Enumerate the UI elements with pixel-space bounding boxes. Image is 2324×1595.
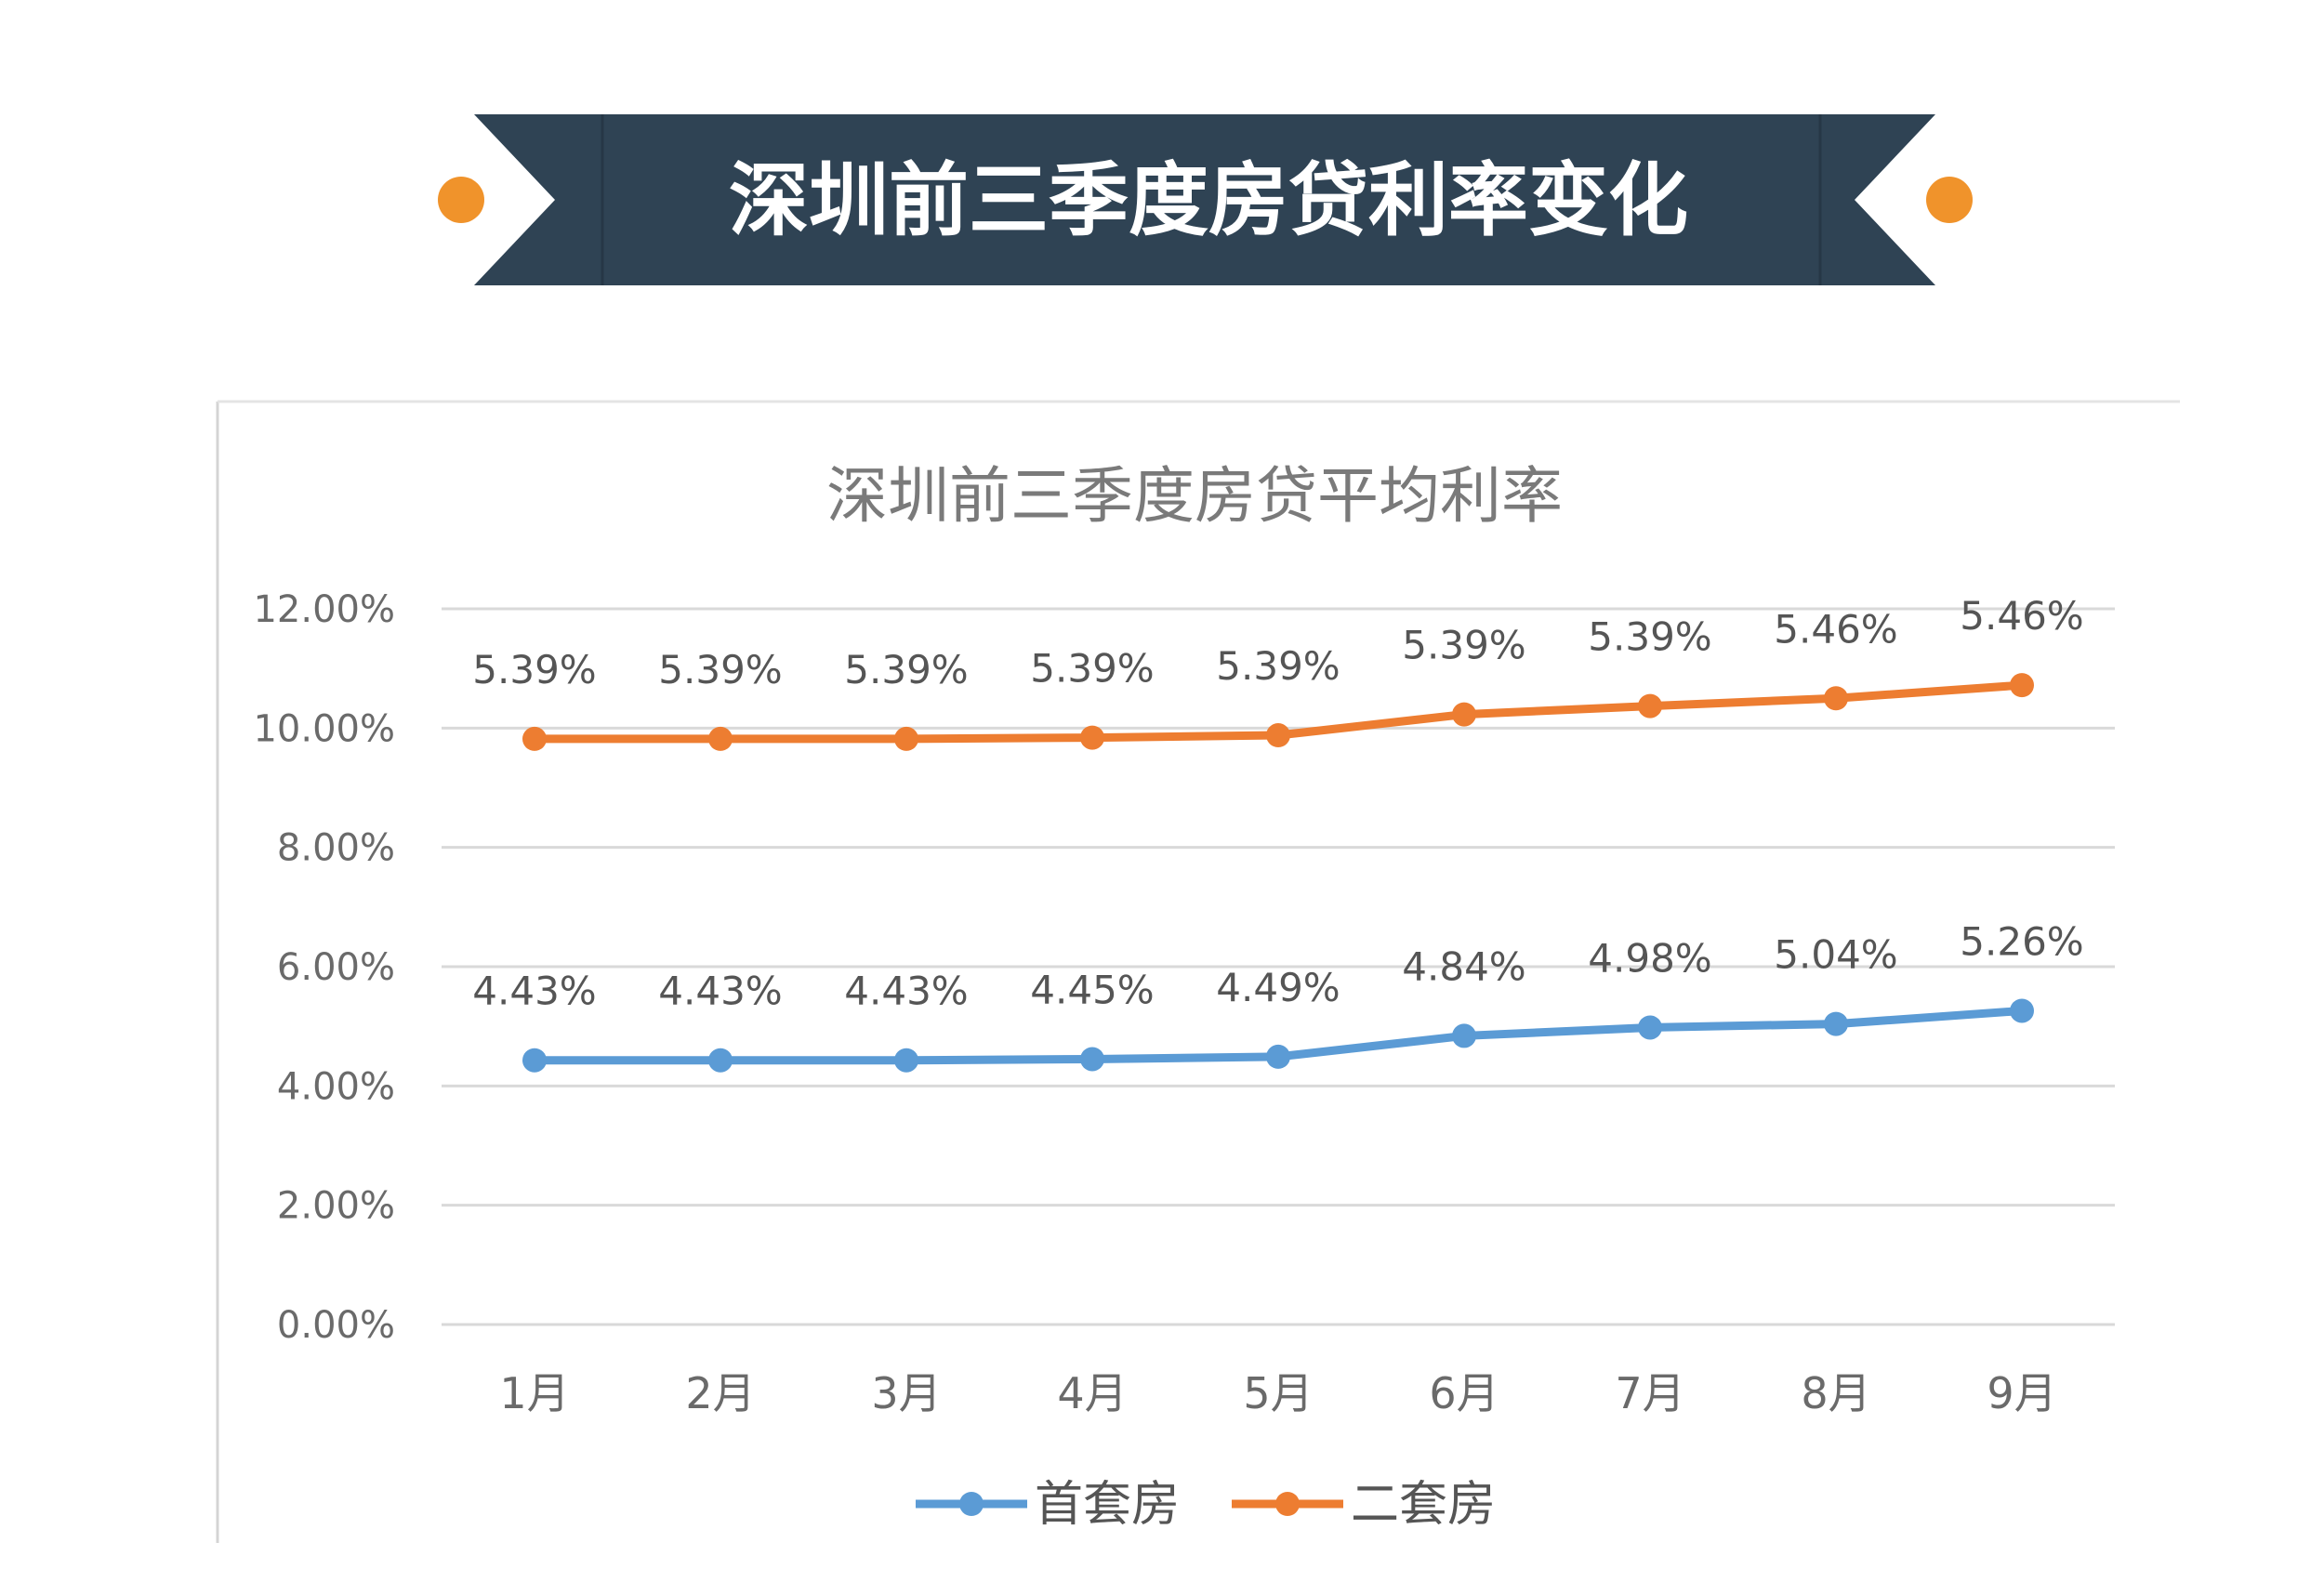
data-point (1824, 686, 1848, 711)
data-label: 4.49% (1216, 965, 1340, 1010)
x-tick-label: 7月 (1615, 1368, 1684, 1418)
y-tick-label: 2.00% (277, 1185, 395, 1228)
series-2: 5.39% 5.39% 5.39% 5.39% 5.39% 5.39% 5.39% 5.46%… (472, 593, 2084, 751)
y-axis: 0.00% 2.00% 4.00% 6.00% 8.00% 10.00% 12.00% (253, 588, 395, 1347)
legend-swatch-marker (959, 1492, 984, 1516)
data-label: 5.39% (844, 647, 968, 692)
data-point (894, 1048, 918, 1073)
data-point (708, 1048, 733, 1073)
x-axis: 1月 2月 3月 4月 5月 6月 7月 8月 9月 (499, 1368, 2056, 1418)
data-label: 5.46% (1774, 606, 1897, 652)
data-label: 5.39% (1030, 646, 1154, 692)
x-tick-label: 4月 (1057, 1368, 1127, 1418)
data-label: 4.43% (472, 969, 596, 1014)
data-point (1080, 725, 1104, 750)
data-point (1266, 723, 1290, 748)
data-label: 5.39% (658, 647, 782, 692)
banner-dot-left (438, 177, 484, 223)
data-point (894, 726, 918, 751)
y-tick-label: 6.00% (277, 946, 395, 989)
data-label: 4.98% (1588, 935, 1711, 981)
x-tick-label: 1月 (499, 1368, 569, 1418)
banner-title: 深圳前三季度房贷利率变化 (729, 154, 1688, 247)
x-tick-label: 9月 (1987, 1368, 2056, 1418)
data-point (1266, 1044, 1290, 1069)
legend-item: 二套房 (1232, 1477, 1496, 1533)
legend-label: 二套房 (1351, 1477, 1496, 1533)
data-point (2010, 673, 2034, 698)
x-tick-label: 2月 (685, 1368, 755, 1418)
legend-label: 首套房 (1035, 1477, 1180, 1533)
series-group: 4.43% 4.43% 4.43% 4.45% 4.49% 4.84% 4.98% 5.04%… (472, 593, 2084, 1073)
y-tick-label: 0.00% (277, 1304, 395, 1347)
data-label: 4.43% (658, 969, 782, 1014)
data-label: 5.39% (1588, 614, 1711, 660)
data-point (1638, 1015, 1662, 1040)
banner: 深圳前三季度房贷利率变化 (438, 114, 1973, 285)
y-tick-label: 10.00% (253, 707, 395, 750)
data-point (522, 726, 547, 751)
data-point (708, 726, 733, 751)
data-point (2010, 998, 2034, 1023)
data-point (1638, 693, 1662, 718)
x-tick-label: 3月 (871, 1368, 941, 1418)
legend-swatch-marker (1275, 1492, 1300, 1516)
data-label: 5.46% (1960, 593, 2083, 639)
data-label: 5.39% (1402, 623, 1525, 668)
chart-frame (216, 400, 2180, 1543)
data-point (1824, 1011, 1848, 1036)
series-1: 4.43% 4.43% 4.43% 4.45% 4.49% 4.84% 4.98% 5.04%… (472, 918, 2084, 1073)
data-label: 5.39% (472, 647, 596, 692)
y-tick-label: 4.00% (277, 1065, 395, 1108)
data-label: 4.45% (1030, 967, 1154, 1012)
chart-title: 深圳前三季度房贷平均利率 (826, 460, 1563, 532)
data-label: 4.43% (844, 969, 968, 1014)
legend-item: 首套房 (916, 1477, 1180, 1533)
data-point (522, 1048, 547, 1073)
data-point (1452, 1023, 1476, 1048)
y-tick-label: 12.00% (253, 588, 395, 631)
data-label: 4.84% (1402, 943, 1525, 989)
legend: 首套房 二套房 (916, 1477, 1496, 1533)
x-tick-label: 6月 (1429, 1368, 1499, 1418)
y-tick-label: 8.00% (277, 827, 395, 870)
banner-ribbon (474, 114, 1935, 285)
data-label: 5.26% (1960, 918, 2083, 964)
data-point (1452, 702, 1476, 727)
data-point (1080, 1047, 1104, 1072)
data-label: 5.39% (1216, 643, 1340, 689)
x-tick-label: 8月 (1801, 1368, 1870, 1418)
banner-dot-right (1926, 177, 1973, 223)
data-label: 5.04% (1774, 932, 1897, 978)
x-tick-label: 5月 (1243, 1368, 1313, 1418)
